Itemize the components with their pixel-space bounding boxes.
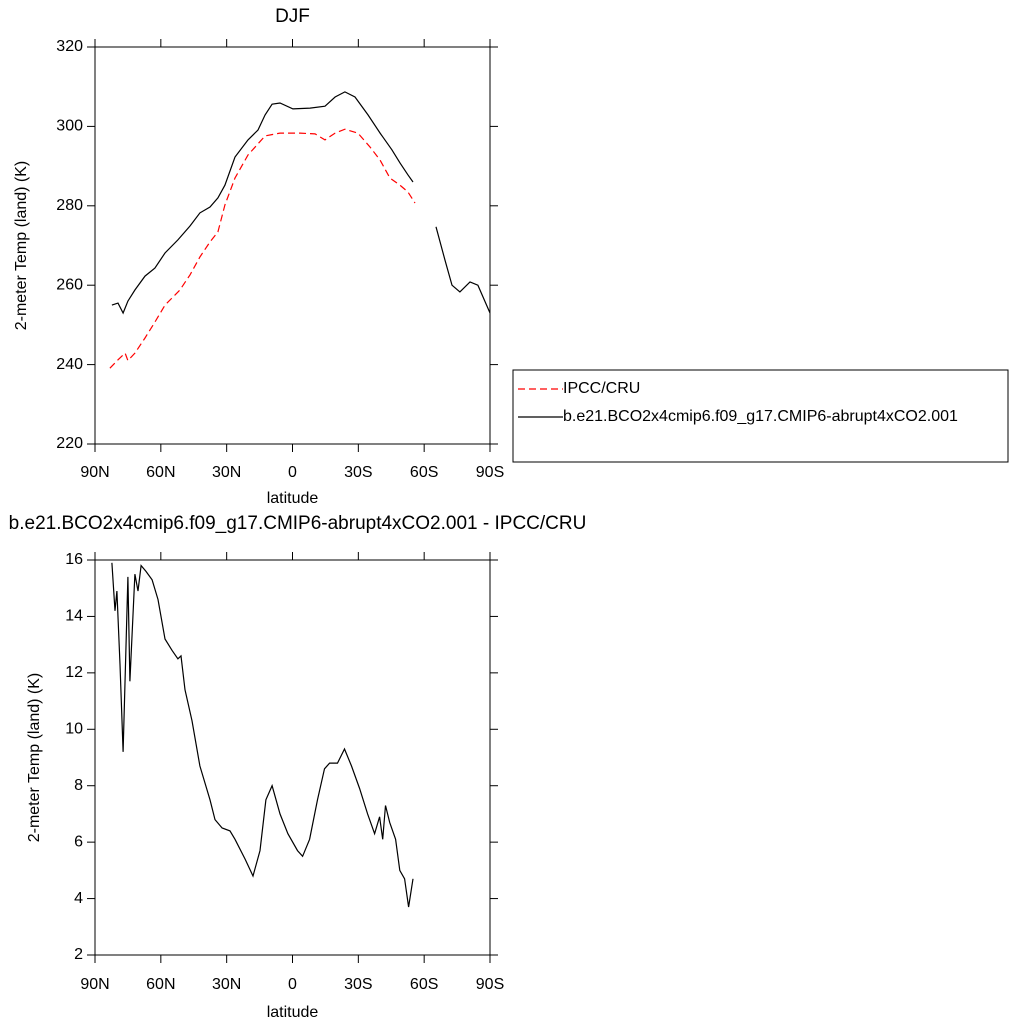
y-tick-label: 220 bbox=[56, 435, 83, 452]
y-axis-label: 2-meter Temp (land) (K) bbox=[26, 673, 43, 843]
y-tick-label: 6 bbox=[74, 833, 83, 850]
y-tick-label: 280 bbox=[56, 197, 83, 214]
legend-label: b.e21.BCO2x4cmip6.f09_g17.CMIP6-abrupt4x… bbox=[563, 408, 958, 425]
x-tick-label: 60N bbox=[146, 976, 175, 993]
x-tick-label: 0 bbox=[288, 976, 297, 993]
x-tick-label: 30S bbox=[344, 464, 372, 481]
plot-frame bbox=[94, 559, 491, 956]
x-tick-label: 60S bbox=[410, 464, 438, 481]
y-tick-label: 12 bbox=[65, 664, 83, 681]
x-tick-label: 60N bbox=[146, 464, 175, 481]
x-tick-label: 90N bbox=[80, 976, 109, 993]
y-tick-label: 8 bbox=[74, 777, 83, 794]
y-tick-label: 14 bbox=[65, 608, 83, 625]
x-axis-label: latitude bbox=[267, 490, 319, 507]
x-tick-label: 30N bbox=[212, 976, 241, 993]
y-tick-label: 260 bbox=[56, 276, 83, 293]
y-tick-label: 320 bbox=[56, 38, 83, 55]
x-tick-label: 90N bbox=[80, 464, 109, 481]
data-line bbox=[111, 562, 414, 908]
x-tick-label: 90S bbox=[476, 464, 504, 481]
x-tick-label: 90S bbox=[476, 976, 504, 993]
y-tick-label: 2 bbox=[74, 946, 83, 963]
y-tick-label: 16 bbox=[65, 551, 83, 568]
x-tick-label: 30S bbox=[344, 976, 372, 993]
y-axis-label: 2-meter Temp (land) (K) bbox=[13, 161, 30, 331]
x-axis-label: latitude bbox=[267, 1004, 319, 1021]
chart-title: b.e21.BCO2x4cmip6.f09_g17.CMIP6-abrupt4x… bbox=[9, 513, 587, 534]
chart-title: DJF bbox=[275, 6, 310, 27]
y-tick-label: 4 bbox=[74, 890, 83, 907]
y-tick-label: 300 bbox=[56, 118, 83, 135]
x-tick-label: 30N bbox=[212, 464, 241, 481]
data-line bbox=[111, 91, 491, 315]
x-tick-label: 0 bbox=[288, 464, 297, 481]
legend-label: IPCC/CRU bbox=[563, 380, 640, 397]
plot-frame bbox=[94, 46, 491, 445]
legend-box bbox=[512, 369, 1009, 463]
y-tick-label: 240 bbox=[56, 356, 83, 373]
y-tick-label: 10 bbox=[65, 721, 83, 738]
x-tick-label: 60S bbox=[410, 976, 438, 993]
data-line bbox=[109, 128, 416, 369]
